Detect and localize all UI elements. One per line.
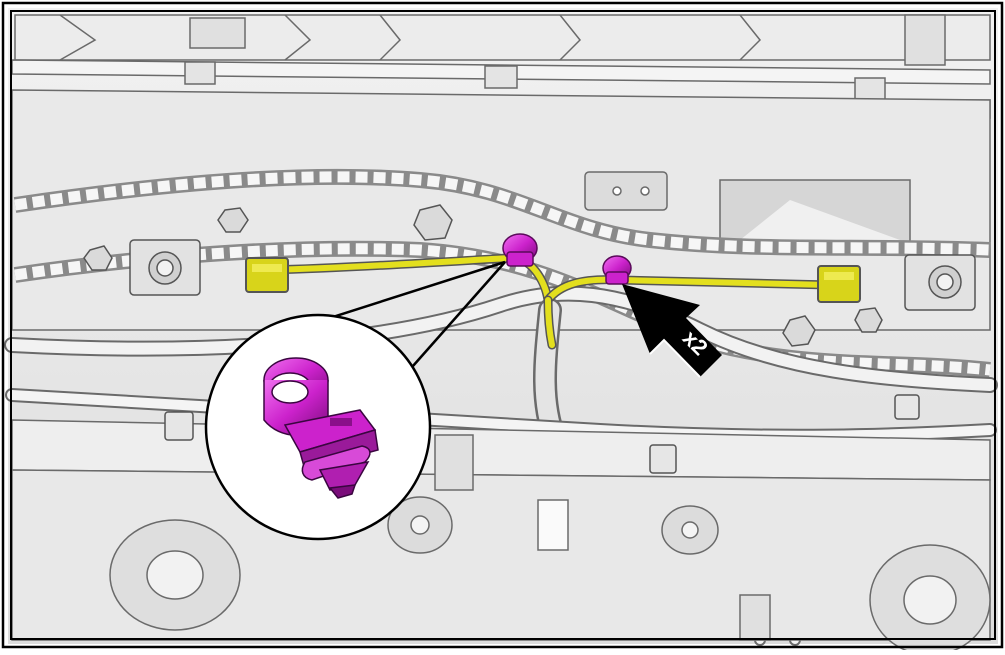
- upper-trim: [14, 14, 991, 66]
- track-chain-lower: [13, 240, 991, 378]
- harness-clip-2: [602, 255, 632, 285]
- left-connector: [245, 257, 289, 293]
- harness-clip-1: [502, 233, 538, 267]
- harness-ties: [164, 394, 920, 474]
- track-chain-upper: [13, 168, 991, 258]
- left-gear-assembly: [129, 239, 201, 296]
- highlighted-wire: [265, 253, 835, 350]
- right-connector: [817, 265, 861, 303]
- inner-border: [10, 10, 996, 640]
- right-gear-assembly: [904, 254, 976, 311]
- lower-frame: [11, 419, 991, 655]
- bolt-heads: [83, 204, 883, 347]
- callout-arrow-icon: [622, 284, 722, 378]
- push-pin-clip-icon: [263, 357, 379, 499]
